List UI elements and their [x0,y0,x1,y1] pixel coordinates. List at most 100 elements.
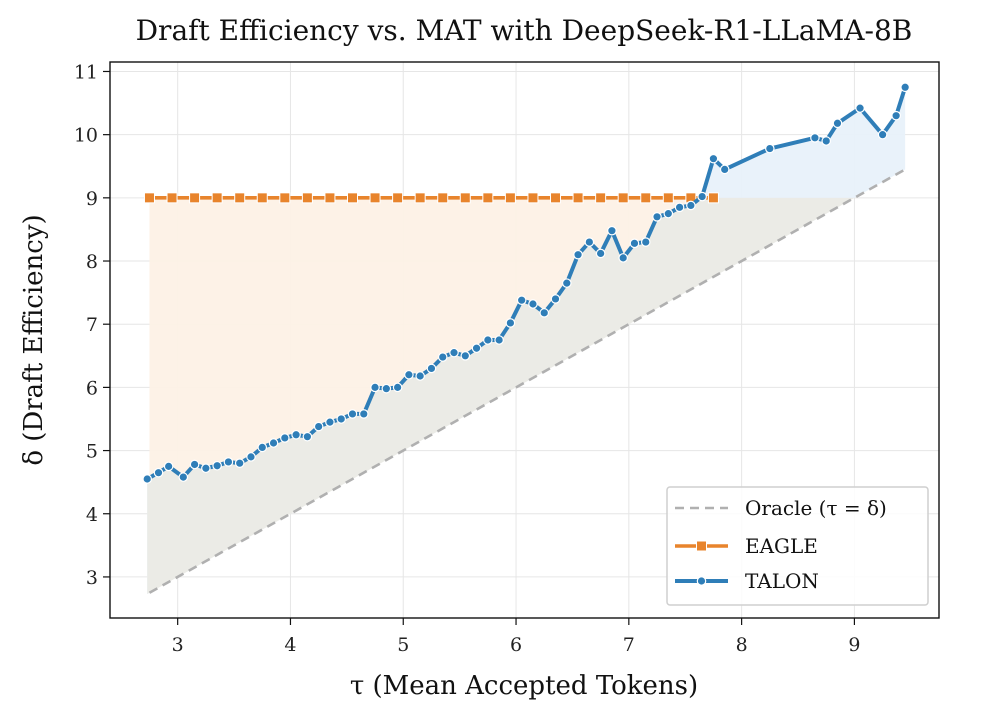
talon-point [471,343,482,354]
legend: Oracle (τ = δ) EAGLE TALON [666,486,929,606]
talon-point [629,238,640,249]
talon-point [686,200,696,211]
talon-point [392,382,403,393]
eagle-point [346,192,358,204]
eagle-point [256,192,268,204]
eagle-point [662,192,674,204]
talon-point [900,82,910,93]
x-tick-label: 8 [736,634,748,656]
eagle-point [617,192,629,204]
y-tick-label: 8 [86,251,98,273]
talon-point [891,110,901,121]
chart-title: Draft Efficiency vs. MAT with DeepSeek-R… [136,14,913,47]
legend-talon-marker [696,576,707,586]
talon-point [302,431,313,442]
eagle-point [166,192,178,204]
talon-point [291,429,301,440]
eagle-point [707,192,719,204]
oracle-line [148,168,906,594]
talon-point [595,248,606,259]
talon-point [528,299,538,309]
legend-eagle-marker [696,540,707,552]
talon-point [201,463,211,474]
eagle-point [550,192,562,204]
eagle-point [143,192,155,204]
eagle-point [640,192,652,204]
x-tick-label: 5 [397,634,409,656]
eagle-point [414,192,426,204]
talon-point [877,129,888,140]
talon-point [460,350,471,361]
eagle-point [527,192,539,204]
talon-point [855,103,865,113]
talon-point [178,472,189,482]
talon-point [280,433,290,443]
talon-point [640,237,651,247]
talon-point [573,249,583,260]
talon-point [494,335,504,345]
talon-point [437,352,448,362]
talon-point [347,409,358,419]
talon-point [153,467,164,478]
eagle-point [482,192,494,204]
talon-point [370,382,380,393]
talon-point [449,347,459,358]
eagle-point [595,192,607,204]
legend-box [666,486,929,606]
x-tick-label: 9 [848,634,860,656]
plot-frame [109,61,940,619]
talon-point [358,409,369,419]
x-tick-label: 6 [510,634,522,656]
eagle-point [279,192,291,204]
eagle-point [459,192,471,204]
talon-point [325,417,335,427]
eagle-point [211,192,223,204]
talon-point [719,164,730,175]
talon-point [821,136,832,146]
talon-point [426,363,437,374]
talon-point [663,208,674,219]
talon-point [539,308,550,318]
talon-point [142,474,153,484]
y-tick-label: 4 [86,504,98,526]
series-layer [142,82,910,594]
eagle-point [392,192,404,204]
talon-point [257,442,268,453]
talon-point [708,153,719,164]
talon-point [550,294,561,304]
legend-label-talon: TALON [745,569,819,593]
eagle-point [189,192,201,204]
talon-point [561,278,572,288]
y-tick-label: 6 [86,377,98,399]
y-tick-label: 3 [86,567,98,589]
talon-point [765,143,775,154]
legend-label-oracle: Oracle (τ = δ) [745,496,887,520]
eagle-point [301,192,313,204]
y-tick-label: 7 [86,314,98,336]
talon-point [483,335,493,345]
talon-point [697,191,707,202]
ticks: 3 4 5 6 7 8 9 3 4 5 6 7 8 9 10 11 [74,61,861,656]
y-tick-label: 5 [86,441,98,463]
talon-point [505,318,516,328]
eagle-point [504,192,516,204]
talon-point [223,457,234,467]
talon-point [415,371,425,381]
talon-point [234,458,245,469]
talon-point [313,421,324,432]
y-tick-label: 11 [74,61,98,83]
talon-point [584,237,595,247]
x-tick-label: 4 [284,634,296,656]
talon-point [246,452,256,462]
talon-point [212,460,222,471]
talon-point [607,225,617,236]
x-tick-label: 7 [623,634,635,656]
eagle-point [572,192,584,204]
talon-point [163,461,174,472]
talon-point [189,459,200,470]
legend-label-eagle: EAGLE [745,534,818,558]
talon-point [810,133,820,143]
x-tick-label: 3 [172,634,184,656]
eagle-point [324,192,336,204]
